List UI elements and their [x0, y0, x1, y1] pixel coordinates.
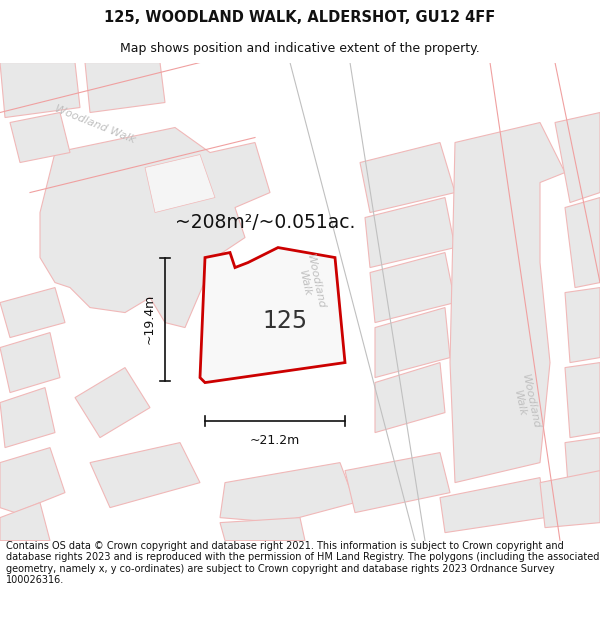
Polygon shape [565, 288, 600, 362]
Text: ~208m²/~0.051ac.: ~208m²/~0.051ac. [175, 213, 355, 232]
Polygon shape [565, 438, 600, 512]
Polygon shape [375, 362, 445, 432]
Text: Contains OS data © Crown copyright and database right 2021. This information is : Contains OS data © Crown copyright and d… [6, 541, 599, 586]
Polygon shape [220, 462, 355, 522]
Polygon shape [365, 198, 455, 268]
Text: 125, WOODLAND WALK, ALDERSHOT, GU12 4FF: 125, WOODLAND WALK, ALDERSHOT, GU12 4FF [104, 10, 496, 25]
Text: ~19.4m: ~19.4m [143, 294, 156, 344]
Polygon shape [370, 253, 455, 322]
Polygon shape [0, 332, 60, 392]
Polygon shape [0, 503, 50, 541]
Polygon shape [85, 62, 165, 112]
Text: ~21.2m: ~21.2m [250, 434, 300, 447]
Polygon shape [145, 154, 215, 212]
Polygon shape [90, 442, 200, 508]
Polygon shape [0, 448, 65, 512]
Polygon shape [220, 518, 305, 541]
Text: 125: 125 [262, 309, 308, 332]
Polygon shape [0, 288, 65, 338]
Polygon shape [290, 62, 420, 541]
Text: Woodland
Walk: Woodland Walk [509, 373, 541, 432]
Polygon shape [490, 62, 600, 262]
Polygon shape [345, 452, 450, 512]
Text: Woodland
Walk: Woodland Walk [293, 253, 326, 312]
Polygon shape [360, 142, 455, 212]
Polygon shape [375, 308, 450, 378]
Polygon shape [450, 122, 565, 483]
Polygon shape [0, 62, 80, 118]
Polygon shape [10, 112, 70, 162]
Polygon shape [75, 368, 150, 438]
Polygon shape [540, 471, 600, 528]
Polygon shape [0, 388, 55, 448]
Polygon shape [440, 478, 545, 532]
Text: Map shows position and indicative extent of the property.: Map shows position and indicative extent… [120, 42, 480, 55]
Polygon shape [200, 248, 345, 382]
Text: Woodland Walk: Woodland Walk [53, 104, 137, 145]
Polygon shape [0, 52, 240, 192]
Polygon shape [565, 198, 600, 288]
Polygon shape [40, 127, 270, 328]
Polygon shape [565, 362, 600, 438]
Polygon shape [555, 112, 600, 202]
